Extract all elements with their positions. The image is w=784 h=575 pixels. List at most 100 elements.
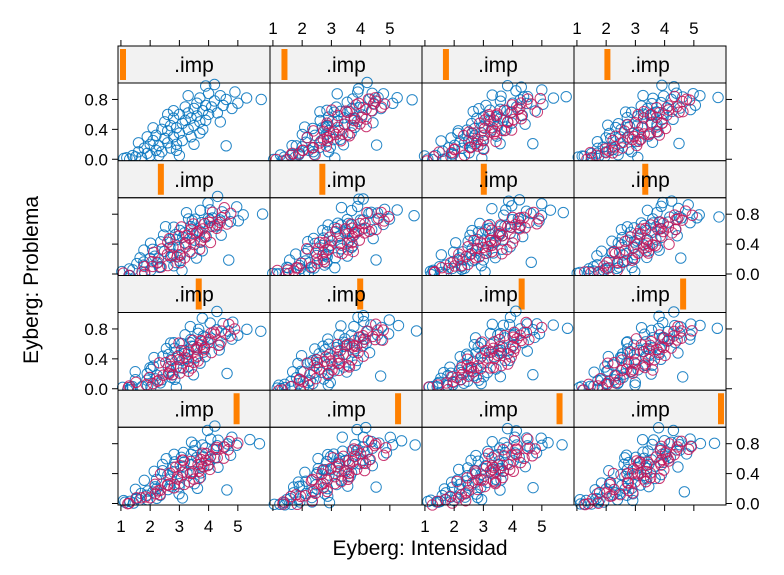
observed-point [164,119,177,132]
x-tick-label-top: 4 [660,19,669,38]
imputed-point [168,478,181,491]
imputed-point [319,237,331,249]
observed-point [194,92,206,104]
imputed-point [600,487,613,499]
observed-point [536,439,548,452]
imputed-point [179,351,191,363]
imputed-point [188,473,200,485]
observed-point [635,321,648,334]
observed-point [486,202,498,215]
imputed-point [650,451,662,463]
observed-point [527,137,539,150]
observed-point [677,371,689,383]
observed-point [314,106,326,118]
observed-point [708,437,721,449]
imputed-point [378,98,391,110]
imputed-point [342,359,355,372]
imputed-point [637,346,650,358]
imputed-point [454,373,467,386]
observed-point [620,449,633,461]
observed-point [391,204,403,216]
observed-point [672,461,684,473]
strip-5 [269,160,423,199]
observed-point [170,144,183,156]
observed-point [361,76,373,89]
observed-point [129,366,141,378]
x-tick-label-bottom: 3 [479,517,488,536]
imputed-point [301,131,313,144]
imputed-point [304,368,316,381]
imputed-point [484,362,496,374]
imputed-point [358,464,371,477]
observed-point [391,92,403,104]
observed-point [473,374,485,386]
imputed-point [453,248,465,260]
imputed-point [682,443,695,456]
strip-marker-10 [518,278,525,310]
imputed-point [375,101,388,113]
imputed-point [148,246,160,259]
imputed-point [293,374,306,386]
imputed-point [644,472,657,484]
observed-point [490,473,502,486]
strip-marker-6 [480,163,487,195]
strip-marker-0 [120,49,126,80]
observed-point [299,466,311,479]
imputed-point [601,262,614,274]
imputed-point [489,477,502,490]
observed-point [687,87,699,100]
observed-point [467,105,479,118]
observed-point [227,316,239,328]
imputed-point [361,206,373,219]
imputed-point [480,247,493,259]
imputed-point [620,363,633,375]
strip-14 [421,389,575,428]
strip-marker-3 [604,49,611,80]
imputed-point [171,251,183,263]
observed-point [357,309,370,322]
imputed-point [318,255,331,268]
observed-point [164,142,177,154]
imputed-point [627,367,639,379]
observed-point [682,199,694,211]
strip-label: .imp [630,398,670,421]
imputed-point [205,327,217,339]
strip-label: .imp [326,398,366,421]
strip-11 [573,275,727,313]
observed-point [560,90,572,103]
imputed-point [659,122,672,135]
imputed-point [277,496,290,508]
imputed-point [607,147,619,159]
observed-point [231,201,243,213]
imputed-point [301,242,313,255]
imputed-point [649,239,661,252]
imputed-point [643,128,655,141]
imputed-point [138,260,150,273]
imputed-point [331,223,343,235]
observed-point [241,323,253,336]
imputed-point [686,325,698,337]
imputed-point [192,355,204,367]
observed-point [329,261,341,274]
observed-point [214,116,227,128]
imputed-point [321,119,333,131]
y-tick-label-left: 0.4 [84,350,108,369]
imputed-point [343,338,356,350]
observed-point [176,492,189,504]
strip-label: .imp [174,284,214,307]
imputed-point [204,236,217,249]
imputed-point [345,218,357,230]
imputed-point [182,365,195,377]
strip-label: .imp [478,398,518,421]
observed-point [602,350,615,363]
observed-point [129,483,142,496]
observed-point [144,362,156,374]
imputed-point [627,463,640,475]
observed-point [646,359,659,371]
strip-label: .imp [478,169,518,192]
observed-point [494,370,507,383]
y-tick-label-right: 0.8 [736,435,760,454]
observed-point [138,474,151,487]
observed-point [153,140,165,152]
imputed-point [291,498,303,511]
